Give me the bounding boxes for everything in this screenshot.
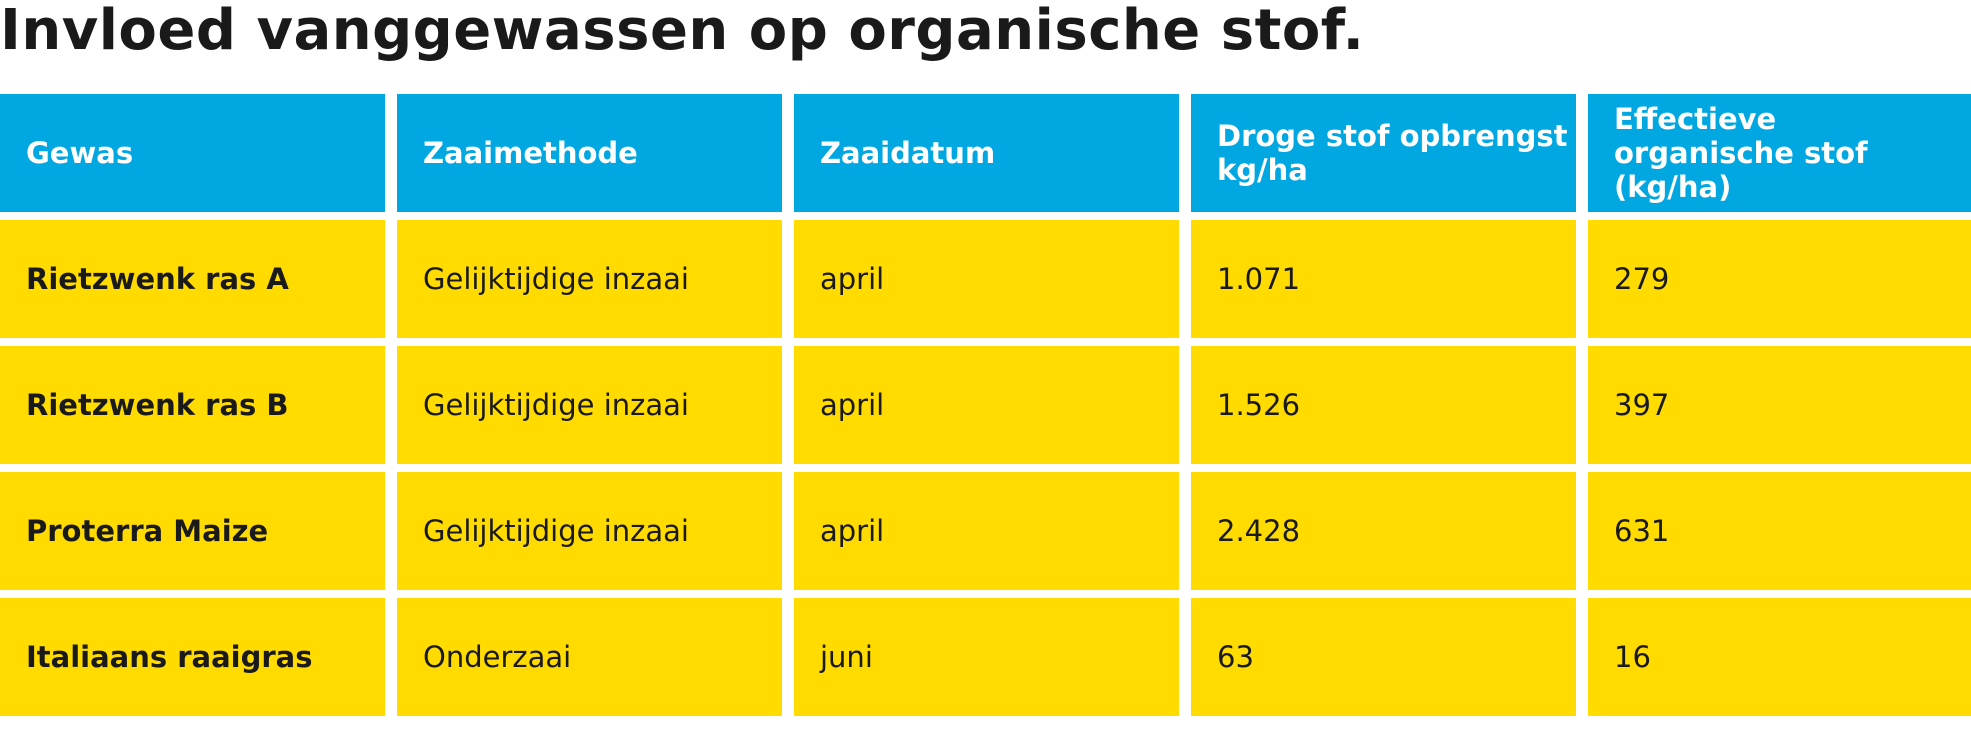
column-header-label: Zaaidatum xyxy=(820,136,996,170)
table-cell-zaaimethode: Gelijktijdige inzaai xyxy=(397,472,782,590)
table-cell-organische-stof: 631 xyxy=(1588,472,1971,590)
column-header-zaaimethode: Zaaimethode xyxy=(397,94,782,212)
column-header-label: Droge stof opbrengst kg/ha xyxy=(1217,119,1568,187)
table-cell-organische-stof: 16 xyxy=(1588,598,1971,716)
table-cell-zaaimethode: Gelijktijdige inzaai xyxy=(397,346,782,464)
table-cell-gewas: Rietzwenk ras A xyxy=(0,220,385,338)
column-header-gewas: Gewas xyxy=(0,94,385,212)
column-header-droge-stof: Droge stof opbrengst kg/ha xyxy=(1191,94,1576,212)
table-cell-gewas: Italiaans raaigras xyxy=(0,598,385,716)
column-header-label: Effectieve organische stof (kg/ha) xyxy=(1614,102,1868,204)
data-table: Gewas Zaaimethode Zaaidatum Droge stof o… xyxy=(0,94,1971,716)
table-cell-organische-stof: 397 xyxy=(1588,346,1971,464)
column-header-label: Zaaimethode xyxy=(423,136,638,170)
column-header-zaaidatum: Zaaidatum xyxy=(794,94,1179,212)
column-header-organische-stof: Effectieve organische stof (kg/ha) xyxy=(1588,94,1971,212)
table-cell-zaaimethode: Onderzaai xyxy=(397,598,782,716)
table-cell-zaaimethode: Gelijktijdige inzaai xyxy=(397,220,782,338)
table-cell-droge-stof: 1.071 xyxy=(1191,220,1576,338)
table-cell-droge-stof: 1.526 xyxy=(1191,346,1576,464)
table-cell-gewas: Proterra Maize xyxy=(0,472,385,590)
table-cell-droge-stof: 2.428 xyxy=(1191,472,1576,590)
table-cell-zaaidatum: juni xyxy=(794,598,1179,716)
table-cell-zaaidatum: april xyxy=(794,220,1179,338)
table-cell-gewas: Rietzwenk ras B xyxy=(0,346,385,464)
table-cell-droge-stof: 63 xyxy=(1191,598,1576,716)
page-title: Invloed vanggewassen op organische stof. xyxy=(0,0,1365,63)
table-cell-zaaidatum: april xyxy=(794,472,1179,590)
table-cell-zaaidatum: april xyxy=(794,346,1179,464)
table-cell-organische-stof: 279 xyxy=(1588,220,1971,338)
column-header-label: Gewas xyxy=(26,136,134,170)
